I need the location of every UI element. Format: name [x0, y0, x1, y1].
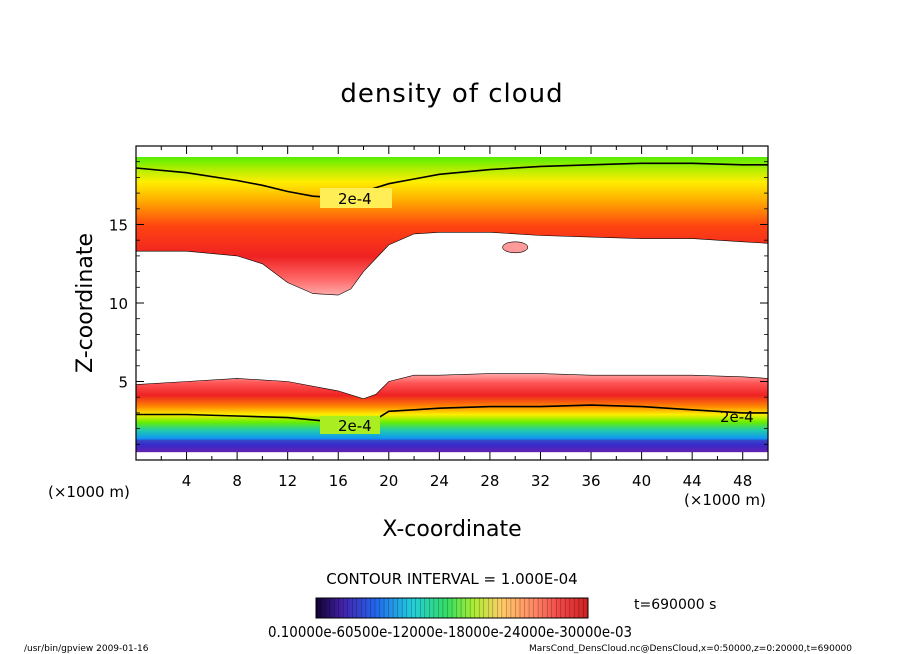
x-tick-label-4: 4 — [182, 472, 192, 490]
upper-layer-edge — [136, 232, 768, 296]
lower-contour-label-right: 2e-4 — [720, 408, 754, 426]
footer-left: /usr/bin/gpview 2009-01-16 — [24, 644, 149, 654]
x-unit-right: (×1000 m) — [684, 491, 766, 509]
x-unit-left: (×1000 m) — [48, 483, 130, 501]
colorbar — [315, 597, 589, 619]
plot-area — [136, 157, 768, 453]
y-tick-label-15: 15 — [109, 217, 128, 235]
footer-right: MarsCond_DensCloud.nc@DensCloud,x=0:5000… — [529, 644, 852, 654]
time-label: t=690000 s — [634, 597, 716, 613]
lower-cloud-base-band — [136, 439, 768, 453]
y-tick-label-10: 10 — [109, 295, 128, 313]
lower-cloud-layer — [136, 373, 768, 453]
x-tick-label-32: 32 — [531, 472, 550, 490]
upper-cloud-layer — [136, 157, 768, 296]
upper-contour-label: 2e-4 — [338, 190, 372, 208]
x-axis-label: X-coordinate — [382, 517, 521, 542]
chart-title: density of cloud — [340, 79, 563, 109]
x-tick-label-44: 44 — [683, 472, 702, 490]
colorbar-divisions — [320, 598, 584, 618]
lower-contour-label: 2e-4 — [338, 417, 372, 435]
x-tick-label-36: 36 — [581, 472, 600, 490]
lower-contour-label-bg — [320, 416, 380, 434]
x-tick-label-40: 40 — [632, 472, 651, 490]
colorbar-tick-labels: 0.10000e-60500e-12000e-18000e-24000e-300… — [268, 623, 632, 641]
x-tick-label-28: 28 — [480, 472, 499, 490]
x-tick-label-20: 20 — [379, 472, 398, 490]
upper-contour-label-bg — [320, 188, 392, 208]
y-axis-label: Z-coordinate — [73, 233, 98, 373]
upper-contour-2e-4 — [136, 162, 768, 199]
x-axis: 4 8 12 16 20 24 28 32 36 40 44 48 — [160, 146, 752, 490]
y-tick-label-5: 5 — [118, 374, 128, 392]
small-cloud-patch — [502, 241, 529, 254]
lower-layer-edge — [136, 373, 768, 400]
x-tick-label-24: 24 — [430, 472, 449, 490]
y-axis: 5 10 15 — [109, 161, 768, 445]
contour-interval-text: CONTOUR INTERVAL = 1.000E-04 — [326, 570, 577, 588]
lower-contour-2e-4 — [136, 404, 768, 425]
x-tick-label-16: 16 — [329, 472, 348, 490]
x-tick-label-8: 8 — [232, 472, 242, 490]
x-tick-label-48: 48 — [733, 472, 752, 490]
x-tick-label-12: 12 — [278, 472, 297, 490]
